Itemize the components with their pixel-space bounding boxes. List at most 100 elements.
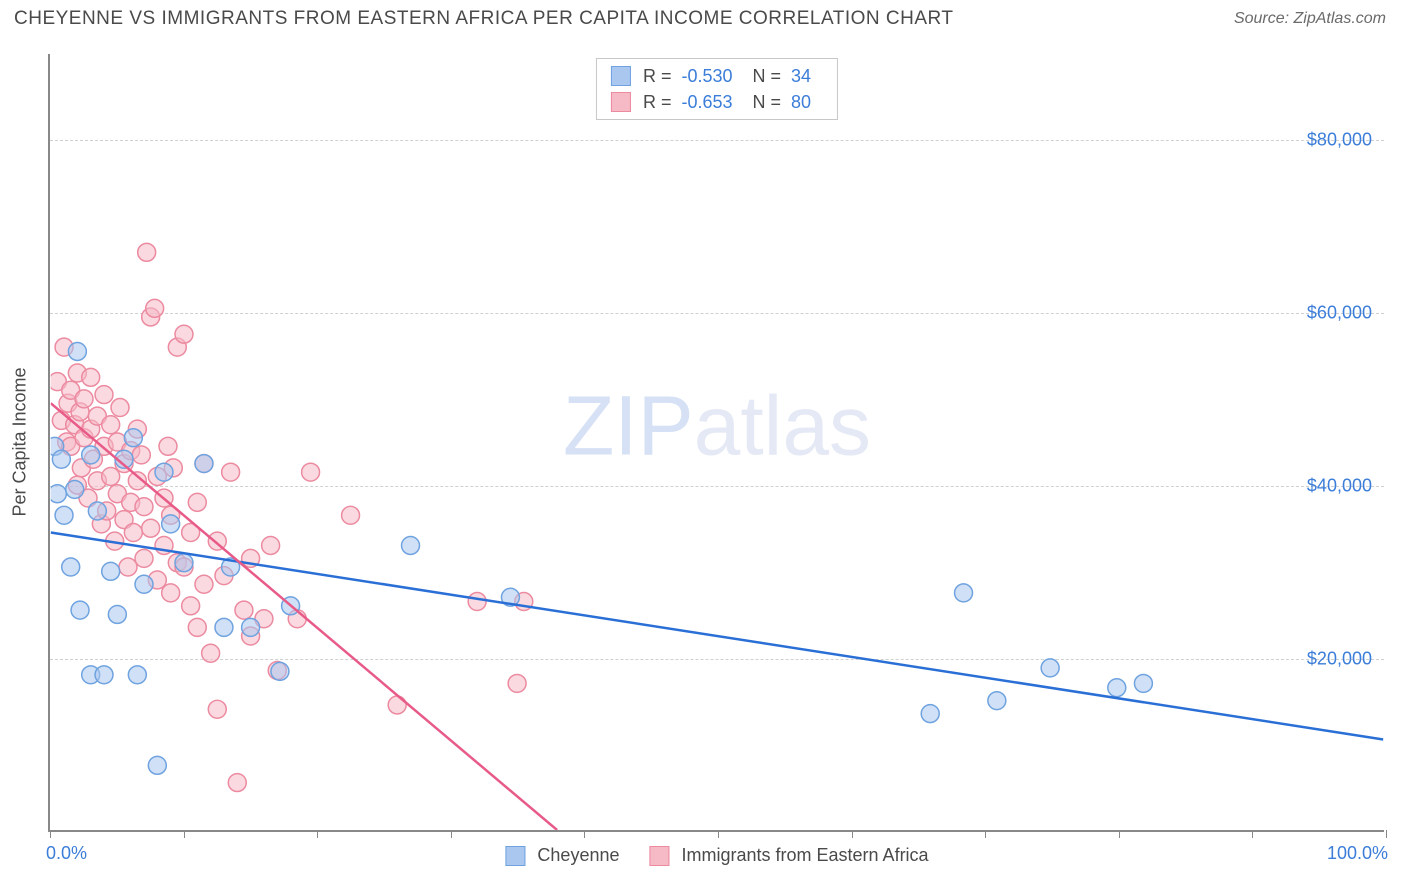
- correlation-legend: R = -0.530 N = 34 R = -0.653 N = 80: [596, 58, 838, 120]
- swatch-immigrants-bottom: [650, 846, 670, 866]
- scatter-point: [271, 662, 289, 680]
- scatter-point: [148, 756, 166, 774]
- scatter-point: [195, 575, 213, 593]
- scatter-point: [228, 774, 246, 792]
- scatter-point: [124, 524, 142, 542]
- scatter-point: [119, 558, 137, 576]
- x-tick: [985, 830, 986, 838]
- chart-container: ZIPatlas $20,000$40,000$60,000$80,000 R …: [48, 54, 1384, 832]
- scatter-point: [135, 498, 153, 516]
- swatch-immigrants-top: [611, 92, 631, 112]
- legend-n-label: N =: [753, 63, 782, 89]
- swatch-cheyenne-top: [611, 66, 631, 86]
- scatter-point: [188, 618, 206, 636]
- scatter-point: [402, 536, 420, 554]
- scatter-point: [111, 399, 129, 417]
- x-tick: [718, 830, 719, 838]
- scatter-point: [124, 429, 142, 447]
- bottom-legend: Cheyenne Immigrants from Eastern Africa: [505, 845, 928, 866]
- scatter-point: [135, 549, 153, 567]
- scatter-point: [342, 506, 360, 524]
- scatter-point: [202, 644, 220, 662]
- scatter-point: [135, 575, 153, 593]
- y-axis-title: Per Capita Income: [10, 367, 31, 516]
- scatter-point: [508, 674, 526, 692]
- scatter-point: [162, 584, 180, 602]
- scatter-point: [215, 618, 233, 636]
- scatter-point: [195, 455, 213, 473]
- scatter-point: [175, 325, 193, 343]
- scatter-point: [66, 480, 84, 498]
- scatter-point: [82, 446, 100, 464]
- scatter-point: [182, 597, 200, 615]
- scatter-point: [1041, 659, 1059, 677]
- legend-n-value-2: 80: [791, 89, 811, 115]
- legend-row-1: R = -0.530 N = 34: [611, 63, 823, 89]
- scatter-point: [108, 605, 126, 623]
- scatter-point: [95, 666, 113, 684]
- scatter-point: [102, 562, 120, 580]
- scatter-point: [262, 536, 280, 554]
- chart-header: CHEYENNE VS IMMIGRANTS FROM EASTERN AFRI…: [0, 0, 1406, 34]
- bottom-legend-label-2: Immigrants from Eastern Africa: [682, 845, 929, 866]
- scatter-point: [55, 506, 73, 524]
- scatter-point: [1108, 679, 1126, 697]
- x-axis-end-label: 100.0%: [1327, 843, 1388, 864]
- legend-r-value-2: -0.653: [681, 89, 732, 115]
- scatter-point: [235, 601, 253, 619]
- legend-n-label: N =: [753, 89, 782, 115]
- scatter-point: [52, 450, 70, 468]
- scatter-point: [222, 463, 240, 481]
- scatter-point: [132, 446, 150, 464]
- legend-row-2: R = -0.653 N = 80: [611, 89, 823, 115]
- x-tick: [1386, 830, 1387, 838]
- scatter-point: [208, 700, 226, 718]
- legend-r-label: R =: [643, 63, 672, 89]
- x-tick: [1119, 830, 1120, 838]
- scatter-point: [302, 463, 320, 481]
- scatter-point: [138, 243, 156, 261]
- bottom-legend-label-1: Cheyenne: [537, 845, 619, 866]
- scatter-point: [921, 705, 939, 723]
- scatter-point: [388, 696, 406, 714]
- legend-r-value-1: -0.530: [681, 63, 732, 89]
- scatter-point: [82, 368, 100, 386]
- scatter-point: [95, 386, 113, 404]
- scatter-point: [155, 463, 173, 481]
- scatter-point: [188, 493, 206, 511]
- bottom-legend-immigrants: Immigrants from Eastern Africa: [650, 845, 929, 866]
- scatter-point: [71, 601, 89, 619]
- scatter-point: [146, 299, 164, 317]
- scatter-point: [468, 593, 486, 611]
- x-tick: [50, 830, 51, 838]
- x-axis-start-label: 0.0%: [46, 843, 87, 864]
- scatter-point: [75, 390, 93, 408]
- scatter-point: [62, 558, 80, 576]
- plot-area: ZIPatlas $20,000$40,000$60,000$80,000 R …: [48, 54, 1384, 832]
- scatter-point: [988, 692, 1006, 710]
- plot-svg: [50, 54, 1384, 830]
- legend-n-value-1: 34: [791, 63, 811, 89]
- chart-source: Source: ZipAtlas.com: [1234, 10, 1386, 28]
- swatch-cheyenne-bottom: [505, 846, 525, 866]
- x-tick: [1252, 830, 1253, 838]
- scatter-point: [68, 342, 86, 360]
- chart-title: CHEYENNE VS IMMIGRANTS FROM EASTERN AFRI…: [14, 8, 954, 30]
- scatter-point: [162, 515, 180, 533]
- scatter-point: [128, 666, 146, 684]
- scatter-point: [48, 485, 66, 503]
- x-tick: [184, 830, 185, 838]
- x-tick: [317, 830, 318, 838]
- scatter-point: [175, 554, 193, 572]
- scatter-point: [142, 519, 160, 537]
- legend-r-label: R =: [643, 89, 672, 115]
- bottom-legend-cheyenne: Cheyenne: [505, 845, 619, 866]
- scatter-point: [955, 584, 973, 602]
- scatter-point: [242, 618, 260, 636]
- x-tick: [584, 830, 585, 838]
- scatter-point: [159, 437, 177, 455]
- x-tick: [451, 830, 452, 838]
- scatter-point: [102, 416, 120, 434]
- scatter-point: [88, 502, 106, 520]
- x-tick: [852, 830, 853, 838]
